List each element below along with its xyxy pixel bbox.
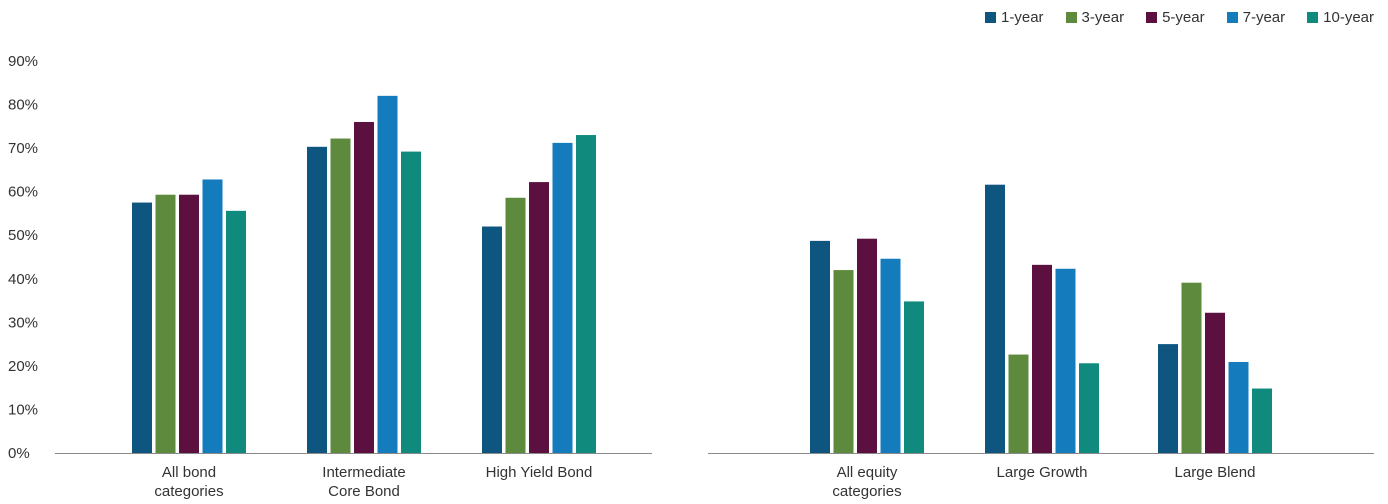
bar-3-year [505,197,526,453]
x-category-label: All equity [837,464,898,481]
bar-3-year [1008,354,1029,453]
bar-5-year [857,238,877,453]
x-category-label: Core Bond [328,483,400,500]
y-tick-label: 60% [8,184,38,201]
bar-7-year [377,95,398,453]
bar-1-year [132,202,152,453]
bar-1-year [307,146,327,453]
bar-5-year [354,121,374,453]
legend-item-7-year: 7-year [1226,9,1286,26]
bar-5-year [529,182,549,453]
y-tick-label: 10% [8,401,38,418]
bar-3-year [1181,282,1202,453]
legend-swatch [1226,12,1238,23]
bar-5-year [1032,264,1052,453]
y-tick-label: 50% [8,227,38,244]
bar-1-year [1158,344,1178,453]
bar-7-year [202,179,223,453]
x-category-label: Large Growth [997,464,1088,481]
bar-1-year [810,240,830,453]
y-tick-label: 90% [8,53,38,70]
bar-7-year [1055,268,1076,453]
chart-legend: 1-year 3-year 5-year 7-year 10-year [985,9,1374,26]
bar-10-year [1079,363,1099,453]
bar-10-year [401,151,421,453]
bar-5-year [179,194,199,453]
legend-label: 7-year [1242,9,1286,26]
bar-7-year [552,142,573,453]
y-tick-label: 40% [8,271,38,288]
x-category-label: High Yield Bond [486,464,593,481]
bar-7-year [880,258,901,453]
y-tick-label: 30% [8,314,38,331]
bar-10-year [576,135,596,454]
legend-label: 1-year [1001,9,1044,26]
bar-3-year [833,270,854,453]
legend-label: 5-year [1162,9,1205,26]
bar-7-year [1228,361,1249,453]
bar-1-year [482,226,502,453]
legend-swatch [1065,12,1077,23]
x-category-label: categories [154,483,223,500]
x-category-label: All bond [162,464,216,481]
legend-label: 3-year [1081,9,1125,26]
legend-item-1-year: 1-year [985,9,1044,26]
legend-swatch [1307,12,1319,23]
y-tick-label: 80% [8,97,38,114]
y-tick-label: 20% [8,358,38,375]
bar-3-year [155,194,176,453]
x-category-label: Intermediate [322,464,405,481]
legend-swatch [985,12,997,23]
bar-10-year [904,301,924,453]
bar-5-year [1205,312,1225,453]
y-tick-label: 0% [8,445,30,462]
legend-item-10-year: 10-year [1307,9,1374,26]
bar-10-year [1252,388,1272,453]
legend-item-5-year: 5-year [1146,9,1205,26]
legend-label: 10-year [1323,9,1374,26]
bar-10-year [226,210,246,453]
bar-1-year [985,184,1005,453]
x-category-label: Large Blend [1175,464,1256,481]
legend-item-3-year: 3-year [1065,9,1125,26]
legend-swatch [1146,12,1158,23]
bar-3-year [330,138,351,454]
y-tick-label: 70% [8,140,38,157]
x-category-label: categories [832,483,901,500]
